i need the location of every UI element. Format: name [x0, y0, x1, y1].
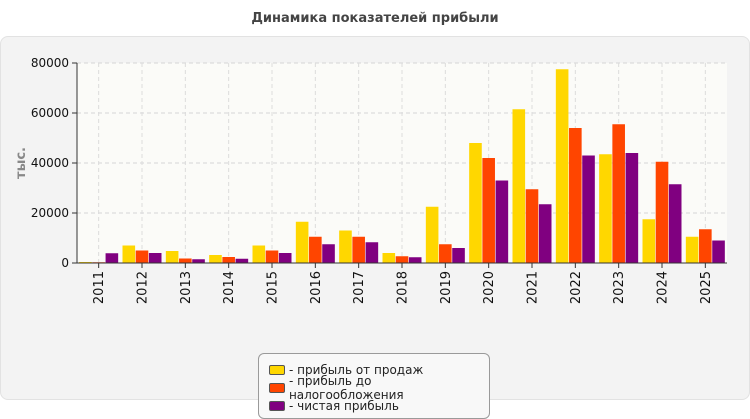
bar[interactable]: [668, 184, 682, 263]
x-tick-label: 2020: [482, 271, 497, 304]
y-tick-label: 80000: [31, 56, 69, 70]
x-tick-label: 2012: [136, 271, 151, 304]
legend-label: - чистая прибыль: [289, 399, 399, 413]
x-tick-label: 2016: [309, 271, 324, 304]
bar[interactable]: [365, 242, 379, 263]
legend-swatch-sales-profit: [269, 365, 285, 375]
legend-swatch-pretax-profit: [269, 383, 285, 393]
bar[interactable]: [395, 256, 409, 263]
bar[interactable]: [165, 251, 179, 263]
bar[interactable]: [105, 253, 119, 263]
bar[interactable]: [525, 189, 539, 263]
bar[interactable]: [482, 158, 495, 263]
y-tick-label: 0: [61, 256, 69, 270]
bar[interactable]: [209, 255, 222, 263]
x-tick-label: 2013: [179, 271, 194, 304]
y-axis-label: тыс.: [14, 147, 29, 179]
y-tick-label: 40000: [31, 156, 69, 170]
bar[interactable]: [642, 219, 656, 263]
bar[interactable]: [148, 253, 162, 263]
bar[interactable]: [452, 248, 465, 263]
legend-label: - прибыль от продаж: [289, 363, 424, 377]
bar[interactable]: [295, 221, 309, 263]
x-tick-label: 2018: [396, 271, 411, 304]
bar[interactable]: [339, 230, 352, 264]
bar[interactable]: [382, 253, 396, 263]
bar[interactable]: [192, 259, 205, 263]
bar[interactable]: [425, 206, 439, 263]
chart-panel: 0 20000 40000 60000 80000 2011 2012 2013 2014 201…: [0, 36, 750, 419]
bar[interactable]: [655, 161, 669, 263]
chart-title: Динамика показателей прибыли: [251, 11, 499, 26]
bar[interactable]: [439, 244, 452, 263]
bar[interactable]: [322, 244, 335, 263]
bar[interactable]: [538, 204, 552, 263]
bar[interactable]: [135, 250, 149, 264]
bar[interactable]: [469, 143, 482, 263]
bar[interactable]: [555, 69, 569, 263]
x-tick-label: 2014: [222, 271, 237, 304]
x-tick-label: 2017: [352, 271, 367, 304]
x-tick-label: 2024: [656, 271, 671, 304]
bar[interactable]: [625, 153, 639, 263]
legend-swatch-net-profit: [269, 401, 285, 411]
legend-item[interactable]: - прибыль до налогообложения: [269, 374, 489, 402]
legend-item[interactable]: - прибыль от продаж: [269, 361, 489, 379]
legend: - прибыль от продаж - прибыль до налогоо…: [258, 353, 490, 419]
bar[interactable]: [252, 245, 266, 264]
bar[interactable]: [179, 258, 192, 264]
bar[interactable]: [495, 180, 509, 264]
bar[interactable]: [569, 128, 582, 263]
bar[interactable]: [712, 240, 725, 264]
bar[interactable]: [278, 253, 292, 263]
x-tick-label: 2019: [439, 271, 454, 304]
bar[interactable]: [352, 236, 365, 263]
bar[interactable]: [512, 109, 526, 263]
bar[interactable]: [699, 229, 712, 263]
bar[interactable]: [408, 257, 422, 263]
x-tick-label: 2021: [526, 271, 541, 304]
x-tick-label: 2015: [266, 271, 281, 304]
plot-area: 0 20000 40000 60000 80000 2011 2012 2013 2014 201…: [14, 56, 727, 304]
x-tick-label: 2023: [612, 271, 627, 304]
bar[interactable]: [599, 154, 612, 263]
bar[interactable]: [222, 257, 235, 263]
bar[interactable]: [265, 250, 279, 264]
x-tick-label: 2011: [92, 271, 107, 304]
bar[interactable]: [685, 236, 699, 263]
legend-label: - прибыль до налогообложения: [288, 374, 404, 402]
x-tick-label: 2025: [699, 271, 714, 304]
y-tick-label: 60000: [31, 106, 69, 120]
bar[interactable]: [582, 155, 595, 264]
bar[interactable]: [122, 245, 136, 264]
x-tick-label: 2022: [569, 271, 584, 304]
bar[interactable]: [235, 258, 249, 263]
bar[interactable]: [309, 236, 322, 263]
bar[interactable]: [612, 124, 625, 263]
y-tick-label: 20000: [31, 206, 69, 220]
